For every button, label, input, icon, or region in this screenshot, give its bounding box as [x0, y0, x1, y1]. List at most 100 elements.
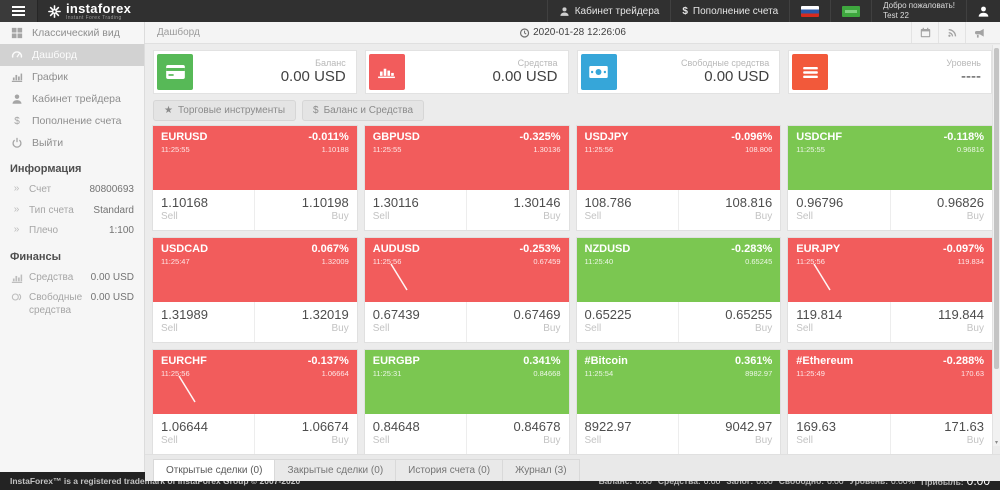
tile-EURCHF[interactable]: EURCHF 11:25:56 -0.137% 1.06664 1.06644 Sell 1…: [153, 350, 357, 454]
scrollbar[interactable]: ▾: [992, 45, 1000, 446]
sidebar-item-logout[interactable]: Выйти: [0, 132, 144, 154]
buy-button[interactable]: 0.96826 Buy: [889, 190, 992, 230]
language-selector[interactable]: [789, 0, 830, 22]
tab-journal[interactable]: Журнал (3): [502, 459, 580, 481]
sell-button[interactable]: 119.814 Sell: [796, 307, 843, 334]
welcome-text: Добро пожаловать! Test 22: [871, 0, 966, 22]
card-balance: Баланс 0.00 USD: [153, 50, 357, 94]
sidebar-item-dashboard[interactable]: Дашборд: [0, 44, 144, 66]
tile-symbol: EURCHF: [161, 355, 207, 367]
buy-button[interactable]: 9042.97 Buy: [677, 414, 780, 454]
tile-USDJPY[interactable]: USDJPY 11:25:56 -0.096% 108.806 108.786 Sell 1…: [576, 126, 781, 230]
tile-GBPUSD[interactable]: GBPUSD 11:25:55 -0.325% 1.30136 1.30116 Sell 1…: [364, 126, 569, 230]
dollar-icon: $: [313, 105, 319, 116]
info-section-title: Информация: [10, 163, 82, 175]
tile-USDCHF[interactable]: USDCHF 11:25:55 -0.118% 0.96816 0.96796 Sell 0…: [788, 126, 992, 230]
account-summary: Баланс: 0.00 Средства: 0.00 Залог: 0.00 Свобод…: [599, 474, 990, 488]
sell-button[interactable]: 0.84648 Sell: [372, 419, 420, 446]
sell-button[interactable]: 0.96796 Sell: [796, 195, 844, 222]
summary-item: Залог: 0.00: [726, 476, 773, 486]
tile-symbol: AUDUSD: [372, 243, 420, 255]
tile-NZDUSD[interactable]: NZDUSD 11:25:40 -0.283% 0.65245 0.65225 Sell 0…: [576, 238, 781, 342]
chevrons-icon: »: [13, 183, 20, 194]
calendar-icon[interactable]: [911, 22, 938, 43]
buy-button[interactable]: 0.65255 Buy: [677, 302, 780, 342]
logo-tagline: Instant Forex Trading: [66, 14, 122, 21]
content-topbar: Дашборд 2020-01-28 12:26:06: [145, 22, 1000, 44]
tab-open-trades[interactable]: Открытые сделки (0): [153, 459, 276, 481]
tile-change: -0.096%: [731, 131, 773, 143]
trader-cabinet-button[interactable]: Кабинет трейдера: [546, 0, 671, 22]
buy-button[interactable]: 0.67469 Buy: [466, 302, 568, 342]
sidebar-item-label: График: [32, 71, 68, 83]
buy-button[interactable]: 171.63 Buy: [889, 414, 992, 454]
trading-instruments-button[interactable]: ★ Торговые инструменты: [153, 100, 296, 121]
grid-icon: [10, 27, 24, 39]
tile-Ethereum[interactable]: #Ethereum 11:25:49 -0.288% 170.63 169.63 Sell…: [788, 350, 992, 454]
sell-button[interactable]: 1.06644 Sell: [161, 419, 208, 446]
buy-button[interactable]: 0.84678 Buy: [466, 414, 568, 454]
finance-section-title: Финансы: [10, 250, 62, 263]
tile-USDCAD[interactable]: USDCAD 11:25:47 0.067% 1.32009 1.31989 Sell 1.…: [153, 238, 357, 342]
deposit-button[interactable]: $ Пополнение счета: [670, 0, 789, 22]
tile-time: 11:25:31: [372, 369, 402, 378]
star-icon: ★: [164, 105, 173, 116]
tile-last-price: 170.63: [961, 369, 984, 378]
instaforex-logo-icon: [48, 4, 61, 18]
tile-time: 11:25:56: [372, 257, 402, 266]
copyright: InstaForex™ is a registered trademark of…: [10, 476, 301, 486]
menu-toggle-button[interactable]: [0, 0, 38, 22]
tile-change: -0.011%: [308, 131, 349, 143]
buy-button[interactable]: 1.30146 Buy: [466, 190, 568, 230]
tile-EURJPY[interactable]: EURJPY 11:25:56 -0.097% 119.834 119.814 Sell 1…: [788, 238, 992, 342]
sell-button[interactable]: 1.10168 Sell: [161, 195, 208, 222]
logo[interactable]: instaforex Instant Forex Trading: [38, 0, 141, 22]
buy-button[interactable]: 108.816 Buy: [677, 190, 780, 230]
currency-selector[interactable]: [830, 0, 871, 22]
tile-last-price: 119.834: [957, 257, 984, 266]
tile-AUDUSD[interactable]: AUDUSD 11:25:56 -0.253% 0.67459 0.67439 Sell 0…: [364, 238, 569, 342]
tile-Bitcoin[interactable]: #Bitcoin 11:25:54 0.361% 8982.97 8922.97 Sell…: [576, 350, 781, 454]
sidebar-item-trader-cabinet[interactable]: Кабинет трейдера: [0, 88, 144, 110]
sell-button[interactable]: 8922.97 Sell: [584, 419, 632, 446]
sell-button[interactable]: 108.786 Sell: [584, 195, 632, 222]
tab-closed-trades[interactable]: Закрытые сделки (0): [274, 459, 397, 481]
sidebar-item-label: Кабинет трейдера: [32, 93, 121, 105]
buy-button[interactable]: 1.06674 Buy: [254, 414, 356, 454]
card-level: Уровень ----: [788, 50, 992, 94]
tile-EURUSD[interactable]: EURUSD 11:25:55 -0.011% 1.10188 1.10168 Sell 1…: [153, 126, 357, 230]
bar-chart-icon: [10, 272, 23, 284]
tile-EURGBP[interactable]: EURGBP 11:25:31 0.341% 0.84668 0.84648 Sell 0.…: [364, 350, 569, 454]
toolbar: ★ Торговые инструменты $ Баланс и Средст…: [145, 94, 1000, 126]
user-menu-button[interactable]: [966, 0, 1000, 22]
tab-account-history[interactable]: История счета (0): [395, 459, 504, 481]
sell-button[interactable]: 169.63 Sell: [796, 419, 837, 446]
tile-last-price: 1.32009: [321, 257, 349, 266]
buy-button[interactable]: 1.32019 Buy: [254, 302, 356, 342]
sell-button[interactable]: 0.67439 Sell: [372, 307, 420, 334]
tile-change: -0.253%: [519, 243, 561, 255]
scrollbar-thumb[interactable]: [994, 48, 999, 369]
balance-funds-button[interactable]: $ Баланс и Средства: [302, 100, 425, 121]
summary-item: Уровень: 0.00%: [849, 476, 916, 486]
tile-time: 11:25:47: [161, 257, 190, 266]
sell-button[interactable]: 1.30116 Sell: [372, 195, 419, 222]
announcement-icon[interactable]: [965, 22, 992, 43]
person-icon: [10, 93, 24, 105]
card-equity: Средства 0.00 USD: [364, 50, 569, 94]
tile-time: 11:25:55: [161, 145, 190, 154]
sell-button[interactable]: 1.31989 Sell: [161, 307, 208, 334]
card-free-margin: Свободные средства 0.00 USD: [576, 50, 781, 94]
sell-button[interactable]: 0.65225 Sell: [584, 307, 632, 334]
sidebar-item-classic-view[interactable]: Классический вид: [0, 22, 144, 44]
buy-button[interactable]: 1.10198 Buy: [254, 190, 356, 230]
rss-icon[interactable]: [938, 22, 965, 43]
scroll-down-icon[interactable]: ▾: [994, 440, 998, 446]
bar-chart-icon: [10, 71, 24, 83]
sidebar-item-deposit[interactable]: $ Пополнение счета: [0, 110, 144, 132]
buy-button[interactable]: 119.844 Buy: [889, 302, 992, 342]
tile-time: 11:25:56: [796, 257, 825, 266]
sidebar-item-chart[interactable]: График: [0, 66, 144, 88]
cards-row: Баланс 0.00 USD Средства 0.00 USD Свободные …: [145, 44, 1000, 94]
logo-text: instaforex: [66, 0, 132, 16]
